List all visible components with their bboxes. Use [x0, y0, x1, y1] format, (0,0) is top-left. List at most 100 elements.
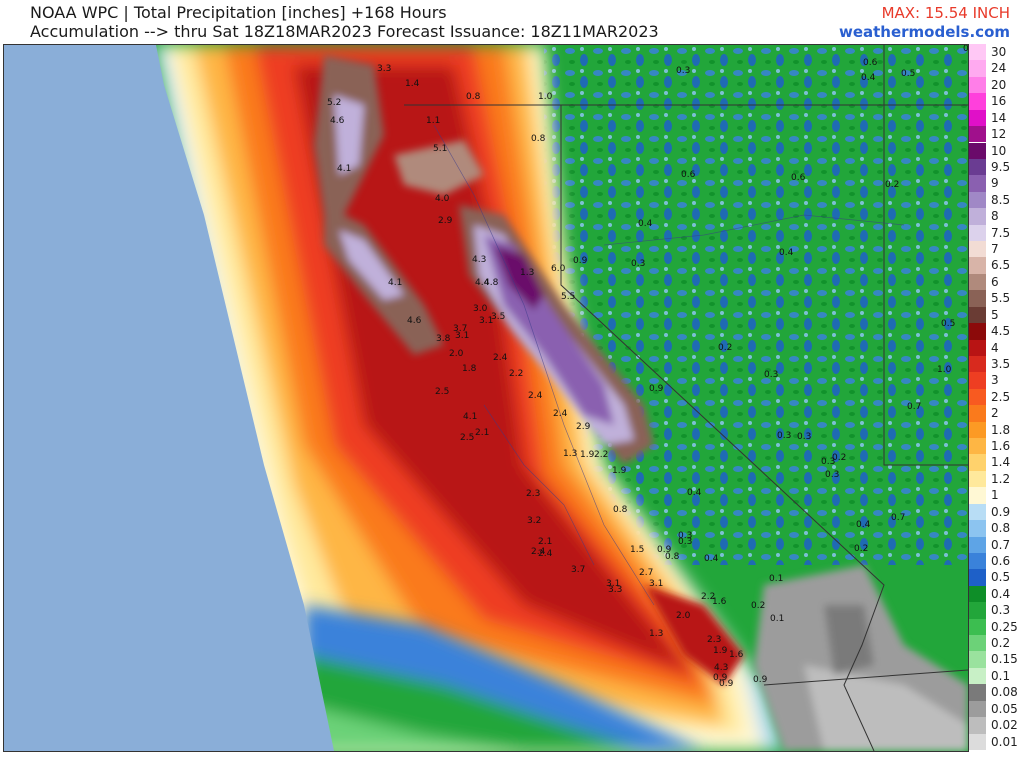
precip-value: 0.8 — [466, 92, 481, 102]
legend-item: 2.5 — [967, 388, 1024, 406]
precip-value: 2.3 — [526, 489, 540, 499]
legend-label: 0.4 — [991, 586, 1011, 601]
legend-label: 0.2 — [991, 636, 1011, 651]
nevada-region — [544, 45, 968, 565]
precip-value: 4.1 — [388, 278, 402, 288]
legend-label: 0.7 — [991, 537, 1011, 552]
legend-item: 3 — [967, 372, 1024, 389]
precip-value: 0.9 — [649, 384, 664, 394]
precip-value: 3.7 — [453, 324, 467, 334]
precip-value: 0.3 — [821, 457, 835, 467]
legend-swatch — [969, 585, 986, 603]
legend-item: 0.4 — [967, 585, 1024, 603]
precip-value: 4.1 — [463, 412, 477, 422]
legend-label: 1.8 — [991, 422, 1011, 437]
precip-value: 1.6 — [729, 650, 744, 660]
legend-label: 0.3 — [991, 603, 1011, 618]
legend-item: 4 — [967, 339, 1024, 356]
legend-item: 1.4 — [967, 454, 1024, 471]
legend-label: 0.1 — [991, 668, 1011, 683]
legend-label: 2.5 — [991, 389, 1011, 404]
title-line-2: Accumulation --> thru Sat 18Z18MAR2023 F… — [30, 22, 659, 41]
legend-label: 5.5 — [991, 291, 1011, 306]
legend-swatch — [969, 388, 986, 406]
legend-item: 0.7 — [967, 536, 1024, 553]
legend-label: 4.5 — [991, 324, 1011, 339]
precip-value: 3.3 — [377, 64, 391, 74]
state-borders — [404, 45, 968, 751]
map-canvas: 3.3 1.4 0.8 1.0 0.3 0.6 0.4 0.5 5.2 4.6 1.1 0.8 5.1 4… — [4, 45, 968, 751]
legend-item: 8 — [967, 208, 1024, 225]
legend-label: 0.9 — [991, 504, 1011, 519]
precip-value: 5.2 — [327, 98, 341, 108]
legend-item: 14 — [967, 109, 1024, 127]
precip-value: 2.1 — [475, 428, 489, 438]
precip-value: 1.8 — [462, 364, 477, 374]
precip-value: 1.5 — [630, 545, 644, 555]
precip-value: 1.0 — [937, 365, 952, 375]
precip-value-labels: 3.3 1.4 0.8 1.0 0.3 0.6 0.4 0.5 5.2 4.6 1.1 0.8 5.1 4… — [327, 45, 968, 689]
precip-value: 0.2 — [832, 453, 846, 463]
precip-value: 0.3 — [676, 66, 690, 76]
precip-value: 0.2 — [885, 180, 899, 190]
legend-swatch — [969, 618, 986, 636]
legend-swatch — [969, 651, 986, 668]
legend-item: 5 — [967, 306, 1024, 324]
legend-label: 3 — [991, 373, 999, 388]
precip-value: 2.2 — [701, 592, 715, 602]
legend-label: 30 — [991, 45, 1007, 59]
legend-label: 8.5 — [991, 192, 1011, 207]
legend-swatch — [969, 142, 986, 159]
legend-swatch — [969, 421, 986, 439]
legend-item: 8.5 — [967, 191, 1024, 209]
precip-value: 0.7 — [907, 402, 921, 412]
precip-value: 0.3 — [678, 537, 692, 547]
legend-label: 9 — [991, 176, 999, 191]
precip-value: 0.3 — [764, 370, 778, 380]
legend-swatch — [969, 372, 986, 389]
legend-swatch — [969, 306, 986, 324]
precip-value: 0.3 — [797, 432, 811, 442]
precip-value: 0.1 — [770, 614, 784, 624]
precip-value: 3.1 — [479, 316, 493, 326]
legend-item: 9.5 — [967, 158, 1024, 176]
legend-item: 7.5 — [967, 224, 1024, 241]
legend-label: 6.5 — [991, 258, 1011, 273]
legend-swatch — [969, 109, 986, 127]
precip-value: 0.2 — [854, 544, 868, 554]
legend-label: 0.8 — [991, 521, 1011, 536]
precip-value: 3.0 — [473, 304, 488, 314]
legend-label: 0.6 — [991, 553, 1011, 568]
precip-value: 2.9 — [576, 422, 591, 432]
site-watermark: weathermodels.com — [838, 23, 1010, 41]
precip-value: 3.2 — [527, 516, 541, 526]
legend-swatch — [969, 273, 986, 291]
legend-item: 0.01 — [967, 733, 1024, 750]
precip-value: 2.0 — [676, 611, 691, 621]
legend-item: 12 — [967, 126, 1024, 143]
southern-ocean — [304, 605, 704, 751]
legend-label: 1.6 — [991, 439, 1011, 454]
legend-label: 8 — [991, 209, 999, 224]
legend-label: 5 — [991, 307, 999, 322]
legend-swatch — [969, 208, 986, 225]
precip-value: 0.4 — [861, 73, 876, 83]
legend-swatch — [969, 60, 986, 77]
header: NOAA WPC | Total Precipitation [inches] … — [0, 0, 1024, 44]
precip-value: 2.4 — [538, 549, 553, 559]
legend-swatch — [969, 454, 986, 471]
legend-swatch — [969, 44, 986, 61]
legend-item: 24 — [967, 60, 1024, 77]
legend-item: 7 — [967, 241, 1024, 258]
legend-swatch — [969, 323, 986, 340]
legend-item: 0.1 — [967, 667, 1024, 685]
precip-value: 2.5 — [435, 387, 449, 397]
precip-value: 0.9 — [753, 675, 768, 685]
legend-item: 0.2 — [967, 635, 1024, 652]
precip-value: 4.8 — [484, 278, 499, 288]
precip-value: 1.0 — [538, 92, 553, 102]
legend-label: 2 — [991, 406, 999, 421]
precip-value: 3.7 — [571, 565, 585, 575]
legend-item: 0.05 — [967, 700, 1024, 718]
precip-value: 0.2 — [751, 601, 765, 611]
